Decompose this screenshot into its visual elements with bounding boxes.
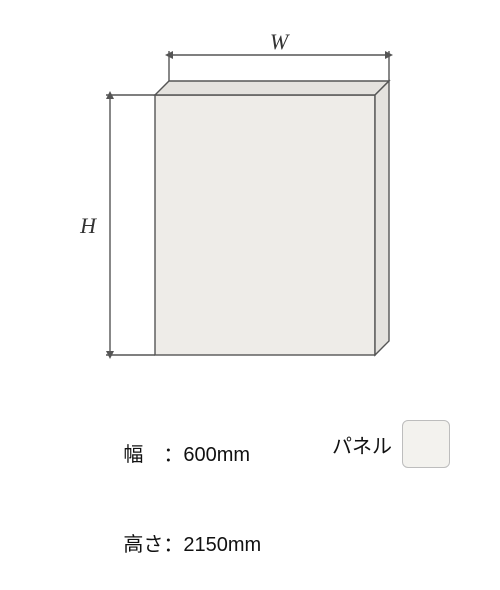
- spec-width-label: 幅: [123, 444, 163, 466]
- panel-swatch: [402, 420, 450, 468]
- spec-height-label: 高さ: [123, 534, 163, 556]
- figure-stage: WH 幅 ：600mm 高さ：2150mm パネル: [0, 0, 500, 500]
- swatch-label: パネル: [332, 430, 392, 459]
- spec-height-line: 高さ：2150mm: [90, 500, 261, 590]
- spec-width-value: 600mm: [183, 444, 250, 466]
- spec-separator: ：: [163, 444, 183, 466]
- spec-block: 幅 ：600mm 高さ：2150mm: [90, 410, 261, 590]
- spec-separator: ：: [163, 534, 183, 556]
- spec-height-value: 2150mm: [183, 534, 261, 556]
- svg-text:H: H: [79, 213, 97, 238]
- spec-width-line: 幅 ：600mm: [90, 410, 261, 500]
- svg-text:W: W: [270, 29, 290, 54]
- swatch-group: パネル: [310, 420, 450, 468]
- panel-dimension-diagram: WH: [0, 0, 500, 420]
